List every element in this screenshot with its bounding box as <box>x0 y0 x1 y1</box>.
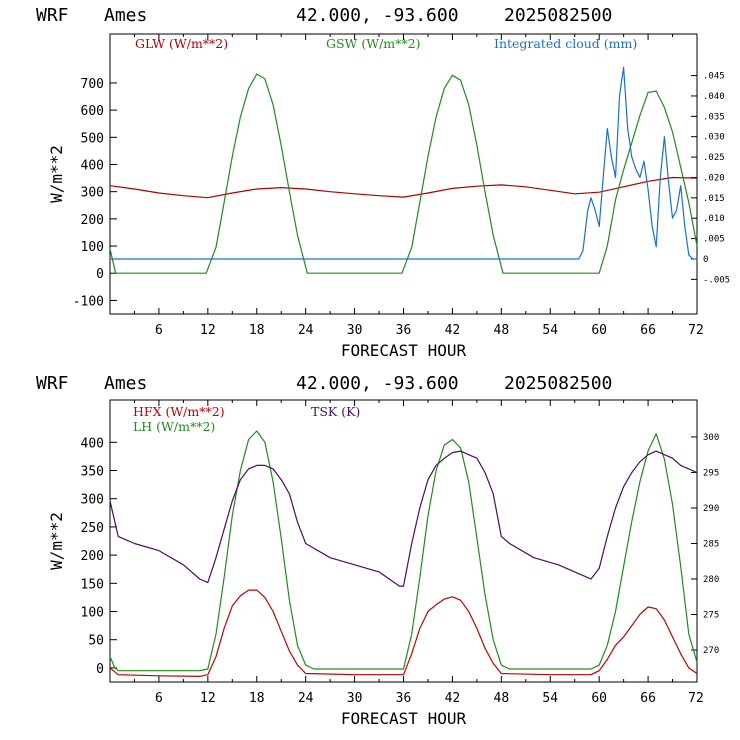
y-tick-label: 0 <box>96 267 104 282</box>
init-time-label: 2025082500 <box>504 5 612 26</box>
model-label: WRF <box>36 5 69 26</box>
x-tick-label: 42 <box>445 691 461 706</box>
x-axis-title: FORECAST HOUR <box>341 341 467 360</box>
y-tick-label: 100 <box>81 606 104 621</box>
y-tick-label: 400 <box>81 436 104 451</box>
x-tick-label: 72 <box>688 323 704 338</box>
y-tick-label: 500 <box>81 131 104 146</box>
x-tick-label: 60 <box>591 691 607 706</box>
coords-label: 42.000, -93.600 <box>296 5 459 26</box>
x-tick-label: 12 <box>200 691 216 706</box>
right-tick-label: 295 <box>703 468 719 478</box>
right-tick-label: 285 <box>703 539 719 549</box>
right-tick-label: 0 <box>703 255 708 265</box>
x-tick-label: 36 <box>396 323 412 338</box>
x-tick-label: 60 <box>591 323 607 338</box>
y-tick-label: 150 <box>81 577 104 592</box>
y-tick-label: 200 <box>81 213 104 228</box>
y-tick-label: 250 <box>81 521 104 536</box>
right-tick-label: 290 <box>703 504 719 514</box>
legend-entry: LH (W/m**2) <box>133 419 215 434</box>
right-tick-label: .005 <box>703 235 725 245</box>
right-tick-label: .010 <box>703 214 725 224</box>
y-tick-label: 300 <box>81 186 104 201</box>
x-tick-label: 54 <box>542 691 558 706</box>
series-line <box>109 73 698 274</box>
legend-entry: HFX (W/m**2) <box>133 404 225 419</box>
right-tick-label: 270 <box>703 646 719 656</box>
x-tick-label: 66 <box>640 323 656 338</box>
x-axis-title: FORECAST HOUR <box>341 709 467 728</box>
x-tick-label: 18 <box>249 323 265 338</box>
legend-entry: GSW (W/m**2) <box>326 36 421 51</box>
series-line <box>109 176 698 199</box>
x-tick-label: 30 <box>347 691 363 706</box>
x-tick-label: 6 <box>155 323 163 338</box>
right-tick-label: .035 <box>703 112 725 122</box>
x-tick-label: 72 <box>688 691 704 706</box>
x-tick-label: 18 <box>249 691 265 706</box>
model-label: WRF <box>36 373 69 394</box>
right-tick-label: .020 <box>703 173 725 183</box>
right-tick-label: .030 <box>703 133 725 143</box>
x-tick-label: 36 <box>396 691 412 706</box>
x-tick-label: 12 <box>200 323 216 338</box>
series-line <box>110 66 697 260</box>
right-tick-label: .045 <box>703 72 725 82</box>
radiation-cloud-panel: 6 12 18 24 30 36 42 48 54 60 66 72 -100 0 100 200 300 400… <box>47 33 730 360</box>
x-tick-label: 24 <box>298 691 314 706</box>
y-tick-label: 300 <box>81 493 104 508</box>
right-tick-label: 275 <box>703 611 719 621</box>
y-axis-title: W/m**2 <box>47 512 66 570</box>
right-tick-label: .025 <box>703 153 725 163</box>
y-tick-label: 0 <box>96 662 104 677</box>
x-tick-label: 48 <box>494 323 510 338</box>
right-tick-label: 280 <box>703 575 719 585</box>
legend-entry: TSK (K) <box>311 404 360 419</box>
y-tick-label: 50 <box>88 634 104 649</box>
y-tick-label: -100 <box>73 294 104 309</box>
right-tick-label: .040 <box>703 92 725 102</box>
x-tick-label: 66 <box>640 691 656 706</box>
x-tick-label: 24 <box>298 323 314 338</box>
site-label: Ames <box>104 373 147 394</box>
plot-frame <box>109 33 698 315</box>
panel-2-header: WRF Ames 42.000, -93.600 2025082500 <box>36 373 612 394</box>
y-tick-label: 350 <box>81 465 104 480</box>
series-line <box>109 430 698 672</box>
series-line <box>109 450 698 587</box>
x-tick-label: 48 <box>494 691 510 706</box>
x-tick-label: 54 <box>542 323 558 338</box>
legend-entry: Integrated cloud (mm) <box>494 36 637 51</box>
y-tick-label: 700 <box>81 77 104 92</box>
panel-1-header: WRF Ames 42.000, -93.600 2025082500 <box>36 5 612 26</box>
x-tick-label: 42 <box>445 323 461 338</box>
flux-skin-temp-panel: 6 12 18 24 30 36 42 48 54 60 66 72 0 50 100 150 200 250 30… <box>47 399 719 728</box>
y-axis-title: W/m**2 <box>47 145 66 203</box>
legend-entry: GLW (W/m**2) <box>135 36 228 51</box>
init-time-label: 2025082500 <box>504 373 612 394</box>
y-tick-label: 100 <box>81 240 104 255</box>
x-tick-label: 6 <box>155 691 163 706</box>
coords-label: 42.000, -93.600 <box>296 373 459 394</box>
series-line <box>109 589 698 677</box>
right-tick-label: -.005 <box>703 275 730 285</box>
right-tick-label: .015 <box>703 194 725 204</box>
right-tick-label: 300 <box>703 433 719 443</box>
site-label: Ames <box>104 5 147 26</box>
y-tick-label: 400 <box>81 158 104 173</box>
y-tick-label: 600 <box>81 104 104 119</box>
x-tick-label: 30 <box>347 323 363 338</box>
y-tick-label: 200 <box>81 549 104 564</box>
